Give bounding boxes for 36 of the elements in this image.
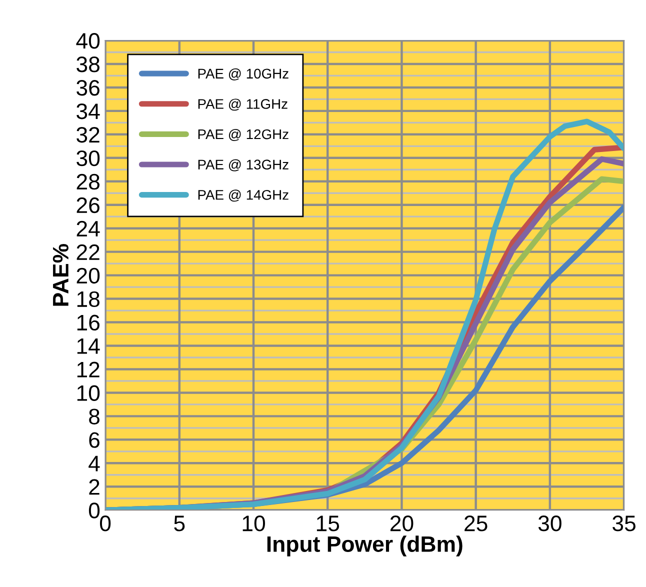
y-tick-label: 4 [88,456,100,472]
y-tick-label: 40 [76,33,100,49]
y-tick-label: 2 [89,479,100,495]
legend-label: PAE @ 11GHz [198,98,288,111]
y-tick-label: 16 [77,314,100,331]
legend-label: PAE @ 10GHz [198,68,288,80]
y-tick-label: 26 [76,197,100,214]
legend-label: PAE @ 12GHz [198,128,288,141]
y-tick-label: 24 [76,220,100,236]
y-tick-label: 6 [89,432,100,448]
y-tick-label: 32 [76,126,100,143]
x-tick-label: 5 [174,516,185,532]
x-tick-label: 35 [612,516,636,532]
y-tick-label: 10 [77,385,100,401]
y-tick-label: 18 [77,291,100,308]
x-tick-label: 15 [316,516,340,532]
y-tick-label: 8 [89,408,100,424]
y-tick-label: 22 [76,244,100,260]
y-tick-label: 34 [76,103,100,120]
y-tick-label: 30 [76,150,100,166]
y-tick-label: 14 [77,338,100,354]
y-tick-label: 28 [76,174,100,190]
y-tick-label: 12 [77,362,100,378]
y-tick-label: 20 [76,268,100,284]
y-tick-label: 0 [88,502,100,518]
y-axis-title: PAE% [52,244,69,306]
x-tick-label: 30 [538,516,562,532]
x-tick-label: 20 [390,516,414,532]
legend-label: PAE @ 14GHz [198,190,288,202]
x-tick-label: 10 [242,516,265,532]
x-tick-label: 25 [464,516,488,532]
y-tick-label: 38 [76,56,100,72]
legend-label: PAE @ 13GHz [198,159,288,172]
x-tick-label: 0 [100,516,111,532]
x-axis-title: Input Power (dBm) [267,536,462,556]
y-tick-label: 36 [76,80,100,96]
